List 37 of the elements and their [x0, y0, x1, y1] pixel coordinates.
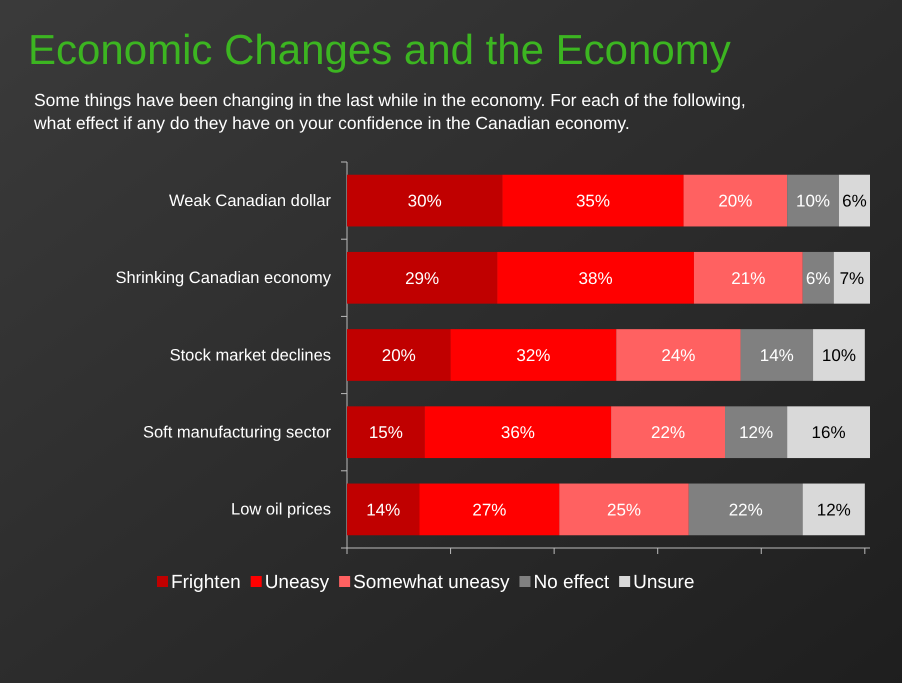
y-tick-label: Shrinking Canadian economy — [115, 269, 332, 288]
data-label: 30% — [408, 192, 442, 211]
data-label: 22% — [651, 423, 686, 442]
data-label: 12% — [739, 423, 774, 442]
data-label: 38% — [578, 268, 613, 288]
data-label: 21% — [731, 268, 766, 288]
data-label: 22% — [728, 500, 763, 520]
data-label: 6% — [842, 192, 867, 211]
data-label: 20% — [382, 346, 416, 365]
legend-label: Frighten — [171, 572, 241, 593]
data-label: 10% — [822, 346, 856, 365]
data-label: 20% — [718, 192, 752, 211]
y-tick-label: Weak Canadian dollar — [168, 192, 332, 210]
y-tick-label: Low oil prices — [231, 500, 331, 519]
chart-title: Economic Changes and the Economy — [28, 26, 731, 73]
data-label: 32% — [516, 346, 550, 365]
data-label: 29% — [405, 268, 440, 288]
data-label: 14% — [366, 500, 400, 520]
data-label: 15% — [368, 423, 403, 442]
data-label: 36% — [500, 423, 535, 442]
data-label: 7% — [840, 268, 864, 288]
data-label: 14% — [760, 346, 794, 365]
legend-label: Unsure — [633, 572, 694, 593]
y-tick-label: Stock market declines — [170, 346, 331, 364]
y-tick-label: Soft manufacturing sector — [142, 423, 332, 442]
legend-label: No effect — [533, 572, 610, 593]
data-label: 16% — [812, 423, 846, 442]
chart-subtitle: Some things have been changing in the last while in the economy. For each of the following, what effect if any do they have on your confidence in the Canadian economy. — [33, 90, 746, 133]
data-label: 25% — [607, 500, 642, 520]
legend-label: Uneasy — [264, 572, 330, 593]
legend-label: Somewhat uneasy — [353, 572, 510, 593]
data-label: 35% — [576, 192, 610, 211]
data-label: 24% — [661, 346, 696, 365]
data-label: 6% — [806, 268, 831, 288]
data-label: 27% — [472, 500, 506, 520]
data-label: 10% — [796, 192, 830, 211]
data-label: 12% — [816, 500, 851, 520]
